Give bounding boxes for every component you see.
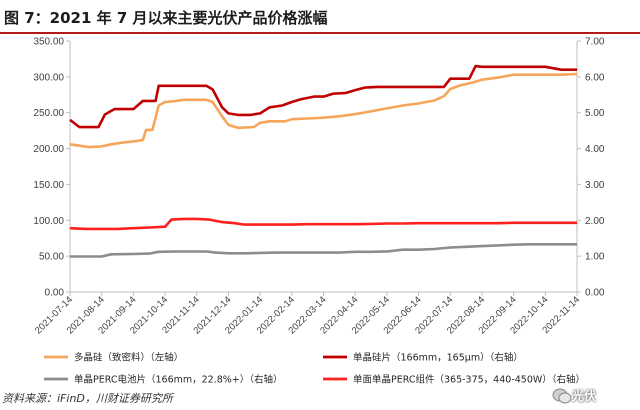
left-y-tick-label: 100.00 — [33, 216, 64, 227]
line-chart: 0.00 50.00 100.00 150.00 200.00 250.00 300.00 3… — [33, 37, 605, 386]
title-rule — [0, 32, 640, 34]
source-note: 资料来源：iFinD，川财证券研究所 — [2, 392, 173, 405]
series-line-0 — [69, 72, 578, 149]
left-y-tick-label: 350.00 — [33, 37, 64, 48]
series-line-2 — [70, 243, 577, 258]
watermark: 光伏 — [552, 384, 638, 408]
right-y-tick-label: 2.00 — [585, 216, 605, 227]
legend-label-1: 单晶硅片（166mm，165μm）（右轴） — [353, 352, 523, 364]
right-y-tick-label: 6.00 — [585, 72, 605, 83]
left-y-tick-label: 0.00 — [45, 288, 65, 299]
wechat-logo-icon — [552, 388, 572, 404]
legend-label-2: 单晶PERC电池片（166mm，22.8%+）（右轴） — [74, 374, 283, 386]
figure-title: 图 7：2021 年 7 月以来主要光伏产品价格涨幅 — [4, 9, 328, 27]
left-y-tick-label: 300.00 — [33, 72, 64, 83]
left-y-tick-label: 150.00 — [33, 180, 64, 191]
legend-label-3: 单面单晶PERC组件（365-375，440-450W）（右轴） — [353, 374, 585, 386]
left-y-tick-label: 50.00 — [39, 252, 64, 263]
legend-label-0: 多晶硅（致密料）（左轴） — [74, 352, 183, 364]
right-y-tick-label: 5.00 — [585, 108, 605, 119]
right-y-tick-label: 4.00 — [585, 144, 605, 155]
watermark-text: 光伏 — [572, 389, 597, 403]
series-line-1 — [69, 64, 577, 129]
left-y-tick-label: 250.00 — [33, 108, 64, 119]
right-y-tick-label: 7.00 — [585, 37, 605, 48]
left-y-tick-label: 200.00 — [33, 144, 64, 155]
series-line-3 — [69, 217, 577, 231]
right-y-tick-label: 3.00 — [585, 180, 605, 191]
right-y-tick-label: 0.00 — [585, 288, 605, 299]
right-y-tick-label: 1.00 — [585, 252, 605, 263]
